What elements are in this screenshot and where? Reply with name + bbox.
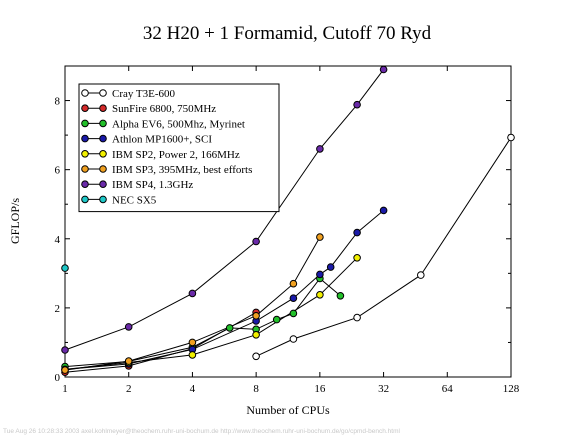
y-tick-label-0: 0 [55,372,61,384]
data-point-6-0 [61,346,69,354]
data-point-5-5 [316,233,324,241]
x-tick-label-8: 8 [253,383,259,395]
series-line-3 [64,210,384,370]
legend-entry-4: IBM SP2, Power 2, 166MHz [112,149,240,161]
series-points [61,65,515,377]
y-tick-label-8: 8 [55,96,61,108]
data-point-0-4 [507,133,515,142]
chart-title: 32 H20 + 1 Formamid, Cutoff 70 Ryd [143,23,432,44]
x-tick-label-4: 4 [190,383,196,395]
legend-marker-end-6 [99,180,107,188]
data-point-2-6 [289,309,298,318]
data-point-0-1 [289,335,298,343]
legend-marker-0 [81,89,89,97]
data-point-0-3 [417,271,425,279]
legend-entry-5: IBM SP3, 395MHz, best efforts [112,164,252,176]
footer-text: Tue Aug 26 10:28:33 2003 axel.kohlmeyer@… [3,428,400,435]
data-point-6-5 [353,100,361,109]
y-axis-label: GFLOP/s [8,198,22,244]
x-tick-label-1: 1 [62,383,68,395]
legend: Cray T3E-600 SunFire 6800, 750MHz Alpha EV… [78,83,280,213]
y-tick-label-2: 2 [55,303,61,315]
legend-box [78,83,280,213]
data-point-4-4 [316,291,324,299]
data-point-2-8 [336,292,345,300]
data-point-6-2 [188,289,197,298]
series-line-5 [64,236,321,371]
x-tick-label-128: 128 [503,383,520,395]
data-point-6-6 [379,65,388,74]
data-point-3-5 [316,270,324,279]
legend-marker-end-7 [99,195,107,204]
legend-entry-0: Cray T3E-600 [112,88,176,100]
legend-marker-6 [81,180,89,188]
data-point-3-7 [353,228,361,237]
legend-marker-3 [81,134,89,143]
legend-marker-end-0 [99,89,107,97]
y-tick-label-4: 4 [55,234,61,246]
data-point-2-5 [272,315,281,324]
legend-marker-4 [81,150,89,158]
data-point-4-2 [188,351,197,359]
data-point-5-3 [252,312,260,320]
series-line-0 [255,137,512,357]
data-point-6-4 [316,145,324,153]
data-point-0-2 [353,313,361,322]
x-tick-label-32: 32 [378,383,389,395]
legend-entry-2: Alpha EV6, 500Mhz, Myrinet [112,118,245,130]
series-line-4 [64,257,358,370]
data-point-7-0 [61,264,69,272]
legend-marker-end-4 [99,150,107,158]
legend-marker-end-3 [99,134,107,143]
data-point-3-8 [379,206,388,215]
legend-marker-end-1 [99,104,107,112]
x-axis-label: Number of CPUs [246,403,330,417]
legend-marker-end-5 [99,165,107,173]
axis-ticks: 1 2 4 8 16 32 64 128 0 2 4 6 8 [55,65,520,395]
x-tick-label-2: 2 [126,383,132,395]
legend-marker-7 [81,195,89,204]
data-point-3-6 [326,263,335,271]
data-point-3-4 [289,294,298,303]
data-point-5-0 [61,366,69,374]
series-line-1 [64,311,257,373]
legend-marker-2 [81,119,89,128]
legend-entry-7: NEC SX5 [112,194,157,206]
x-tick-label-16: 16 [314,383,326,395]
data-point-2-3 [225,324,234,332]
data-point-4-3 [252,331,260,339]
x-tick-label-64: 64 [442,383,454,395]
data-point-5-1 [124,357,133,365]
series-line-2 [64,277,341,368]
y-tick-label-6: 6 [55,165,61,177]
legend-entry-1: SunFire 6800, 750MHz [112,103,216,115]
data-point-6-3 [252,237,260,246]
legend-marker-5 [81,165,89,173]
legend-entry-3: Athlon MP1600+, SCI [112,134,212,146]
legend-marker-1 [81,104,89,112]
data-point-4-5 [353,253,361,262]
data-point-5-4 [289,279,298,288]
data-point-5-2 [188,338,197,347]
legend-entry-6: IBM SP4, 1.3GHz [112,179,193,191]
plot-frame [64,65,512,378]
legend-marker-end-2 [99,119,107,128]
data-point-6-1 [124,323,133,331]
data-point-0-0 [252,352,260,361]
